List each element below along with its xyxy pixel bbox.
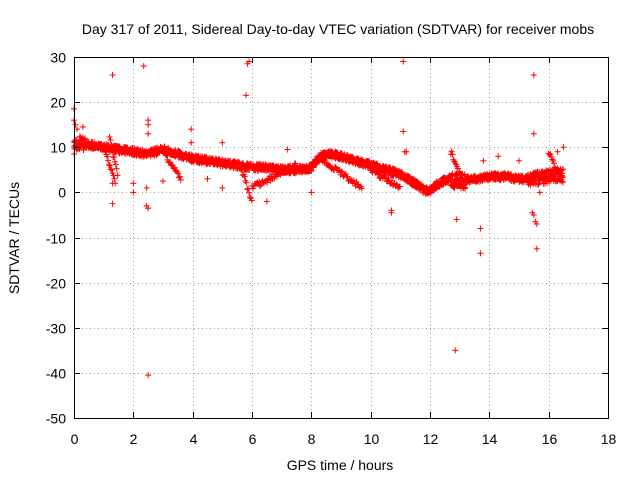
chart-title: Day 317 of 2011, Sidereal Day-to-day VTE…: [82, 21, 594, 37]
outlier-point: [452, 347, 459, 354]
y-tick-label: -30: [46, 321, 66, 337]
y-tick-label: 30: [50, 50, 66, 66]
y-tick-label: 0: [58, 185, 66, 201]
data-point: [106, 133, 113, 140]
outlier-point: [536, 189, 543, 196]
y-tick-label: -50: [46, 411, 66, 427]
x-tick-label: 18: [601, 431, 617, 447]
y-tick-label: -10: [46, 231, 66, 247]
outlier-point: [160, 178, 166, 185]
x-tick-label: 0: [71, 431, 79, 447]
outlier-point: [79, 123, 86, 130]
x-tick-label: 2: [130, 431, 138, 447]
outlier-point: [308, 189, 315, 196]
outlier-point: [204, 175, 211, 182]
data-point: [448, 148, 455, 155]
y-tick-label: -20: [46, 276, 66, 292]
outlier-point: [130, 189, 137, 196]
outlier-point: [477, 250, 484, 257]
outlier-point: [145, 130, 152, 137]
outlier-point: [400, 128, 407, 135]
outlier-point: [109, 72, 116, 79]
x-axis-label: GPS time / hours: [287, 457, 394, 473]
outlier-point: [533, 245, 540, 252]
outlier-point: [453, 216, 460, 223]
outlier-point: [143, 184, 150, 191]
outlier-point: [140, 63, 147, 70]
data-point: [113, 165, 120, 172]
outlier-point: [219, 184, 226, 191]
outlier-point: [72, 121, 79, 128]
outlier-point: [560, 144, 567, 151]
x-tick-label: 6: [249, 431, 257, 447]
outlier-point: [219, 139, 226, 146]
y-tick-label: 10: [50, 140, 66, 156]
data-points: [70, 58, 567, 379]
outlier-point: [188, 139, 195, 146]
data-point: [76, 133, 83, 140]
outlier-point: [554, 148, 561, 155]
outlier-point: [530, 130, 537, 137]
outlier-point: [516, 157, 522, 164]
outlier-point: [495, 153, 502, 160]
outlier-point: [188, 126, 195, 133]
x-tick-label: 4: [190, 431, 198, 447]
outlier-point: [480, 157, 487, 164]
grid: [74, 57, 608, 418]
x-tick-label: 8: [308, 431, 316, 447]
data-point: [308, 168, 315, 175]
x-tick-label: 16: [542, 431, 558, 447]
x-tick-label: 10: [364, 431, 380, 447]
outlier-point: [284, 146, 291, 153]
outlier-point: [109, 200, 116, 207]
data-point: [112, 161, 119, 168]
data-point: [390, 172, 397, 179]
x-axis: 0 2 4 6 8 10 12 14 16 18: [71, 57, 617, 447]
outlier-point: [243, 92, 250, 99]
data-point: [81, 135, 88, 142]
outlier-point: [263, 198, 270, 205]
y-tick-label: 20: [50, 95, 66, 111]
outlier-point: [403, 148, 410, 155]
outlier-point: [130, 180, 137, 187]
y-tick-label: -40: [46, 366, 66, 382]
outlier-point: [530, 72, 537, 79]
outlier-point: [145, 121, 152, 128]
outlier-point: [400, 58, 407, 65]
x-tick-label: 12: [423, 431, 439, 447]
x-tick-label: 14: [482, 431, 498, 447]
y-axis-label: SDTVAR / TECUs: [6, 182, 22, 294]
outlier-point: [477, 225, 484, 232]
